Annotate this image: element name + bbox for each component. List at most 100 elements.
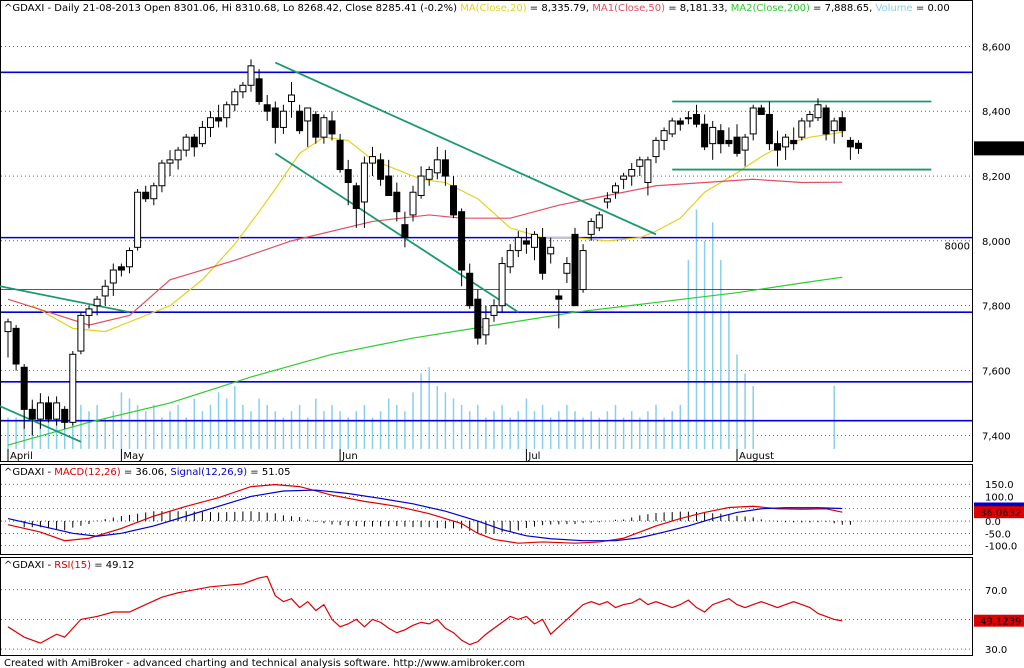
candle-body bbox=[263, 104, 271, 112]
legend-ma200-value: = 7,888.65, bbox=[813, 3, 872, 14]
time-tick-label: August bbox=[739, 451, 774, 462]
candle-body bbox=[571, 233, 579, 307]
candle-body bbox=[304, 107, 312, 122]
candle-body bbox=[344, 169, 352, 184]
candle-body bbox=[12, 327, 20, 365]
candle-body bbox=[279, 110, 287, 128]
candle-body bbox=[506, 250, 514, 268]
legend-signal-value: = 51.05 bbox=[250, 467, 290, 478]
candle-body bbox=[490, 305, 498, 316]
candle-body bbox=[61, 408, 69, 423]
candle-body bbox=[620, 175, 628, 180]
level-label-8000: 8000 bbox=[945, 242, 970, 253]
macd-value-tag bbox=[974, 506, 1024, 519]
candle-body bbox=[579, 250, 587, 290]
candle-body bbox=[846, 139, 854, 148]
trendline bbox=[0, 285, 130, 314]
rsi-axis: 70.050.030.049.1239 bbox=[974, 586, 1024, 656]
candle-body bbox=[458, 211, 466, 271]
price-tick-label: 7,600 bbox=[982, 366, 1011, 377]
candle-body bbox=[684, 117, 692, 120]
candle-body bbox=[126, 250, 133, 268]
macd-tick-label: -50.0 bbox=[985, 529, 1011, 540]
candle-body bbox=[142, 191, 150, 200]
legend-ma200: MA2(Close,200) bbox=[731, 3, 810, 14]
price-header-prefix: ^GDAXI - Daily 21-08-2013 Open 8301.06, … bbox=[4, 3, 457, 14]
time-tick-label: May bbox=[123, 451, 144, 462]
candle-body bbox=[522, 240, 530, 245]
macd-axis: 150.0100.050.00.0-50.0-100.051.053736.06… bbox=[974, 480, 1024, 553]
rsi-panel[interactable] bbox=[0, 557, 973, 656]
candle-body bbox=[352, 185, 360, 209]
candle-body bbox=[822, 107, 830, 135]
price-panel[interactable] bbox=[0, 0, 973, 462]
rsi-header-prefix: ^GDAXI - bbox=[4, 560, 54, 571]
candle-body bbox=[814, 104, 822, 119]
macd-panel[interactable] bbox=[0, 464, 973, 555]
candle-body bbox=[369, 156, 376, 164]
candle-body bbox=[741, 136, 749, 151]
candle-body bbox=[239, 84, 247, 93]
candlesticks bbox=[4, 59, 862, 436]
volume-bars bbox=[7, 209, 835, 449]
price-axis: 8,600 8,400 8,200 8,000 7,800 7,600 7,400 8,285… bbox=[974, 42, 1024, 442]
legend-volume-value: = 0.00 bbox=[916, 3, 950, 14]
legend-ma20: MA(Close,20) bbox=[460, 3, 527, 14]
trendline bbox=[274, 152, 519, 313]
candle-body bbox=[360, 162, 368, 203]
candle-body bbox=[401, 224, 409, 239]
candle-body bbox=[45, 402, 52, 420]
candle-body bbox=[36, 402, 44, 420]
legend-ma50-value: = 8,181.33, bbox=[668, 3, 727, 14]
trendline bbox=[274, 61, 657, 236]
macd-line bbox=[7, 484, 843, 544]
candle-body bbox=[790, 139, 798, 145]
price-tick-label: 7,400 bbox=[982, 431, 1011, 442]
candle-body bbox=[182, 136, 190, 151]
candle-body bbox=[393, 191, 401, 213]
trendlines bbox=[0, 61, 932, 443]
candle-body bbox=[336, 139, 344, 171]
candle-body bbox=[215, 117, 223, 122]
candle-body bbox=[757, 107, 765, 115]
candle-body bbox=[466, 272, 474, 307]
candle-body bbox=[328, 120, 336, 135]
legend-macd: MACD(12,26) bbox=[54, 467, 121, 478]
candle-body bbox=[636, 159, 644, 167]
candle-body bbox=[498, 263, 506, 307]
candle-body bbox=[20, 366, 28, 410]
candle-body bbox=[514, 237, 522, 252]
ma20-line bbox=[32, 131, 843, 333]
candle-body bbox=[733, 136, 741, 154]
candle-body bbox=[53, 402, 61, 420]
time-tick-label: Jun bbox=[341, 451, 358, 462]
candle-body bbox=[693, 113, 700, 125]
candle-body bbox=[765, 113, 773, 145]
candle-body bbox=[223, 104, 231, 119]
candle-body bbox=[798, 120, 806, 138]
candle-body bbox=[288, 94, 295, 103]
macd-header: ^GDAXI - MACD(12,26) = 36.06, Signal(12,… bbox=[4, 467, 290, 478]
candle-body bbox=[117, 266, 125, 271]
rsi-line bbox=[7, 575, 843, 646]
time-axis: April May Jun Jul August bbox=[7, 449, 774, 462]
candle-body bbox=[830, 120, 838, 132]
candle-body bbox=[101, 285, 109, 297]
candle-body bbox=[271, 107, 279, 128]
rsi-line bbox=[7, 575, 843, 646]
candle-body bbox=[782, 136, 790, 148]
price-tick-label: 8,200 bbox=[982, 172, 1011, 183]
rsi-tag-value: 49.1239 bbox=[980, 617, 1021, 628]
candle-body bbox=[806, 113, 814, 122]
rsi-tick-label: 70.0 bbox=[985, 586, 1007, 597]
candle-body bbox=[531, 233, 538, 248]
candle-body bbox=[425, 169, 433, 180]
price-tick-label: 8,400 bbox=[982, 107, 1011, 118]
candle-body bbox=[417, 175, 425, 196]
candle-body bbox=[320, 117, 328, 138]
candle-body bbox=[563, 263, 571, 274]
candle-body bbox=[838, 117, 846, 132]
candle-body bbox=[660, 130, 668, 141]
